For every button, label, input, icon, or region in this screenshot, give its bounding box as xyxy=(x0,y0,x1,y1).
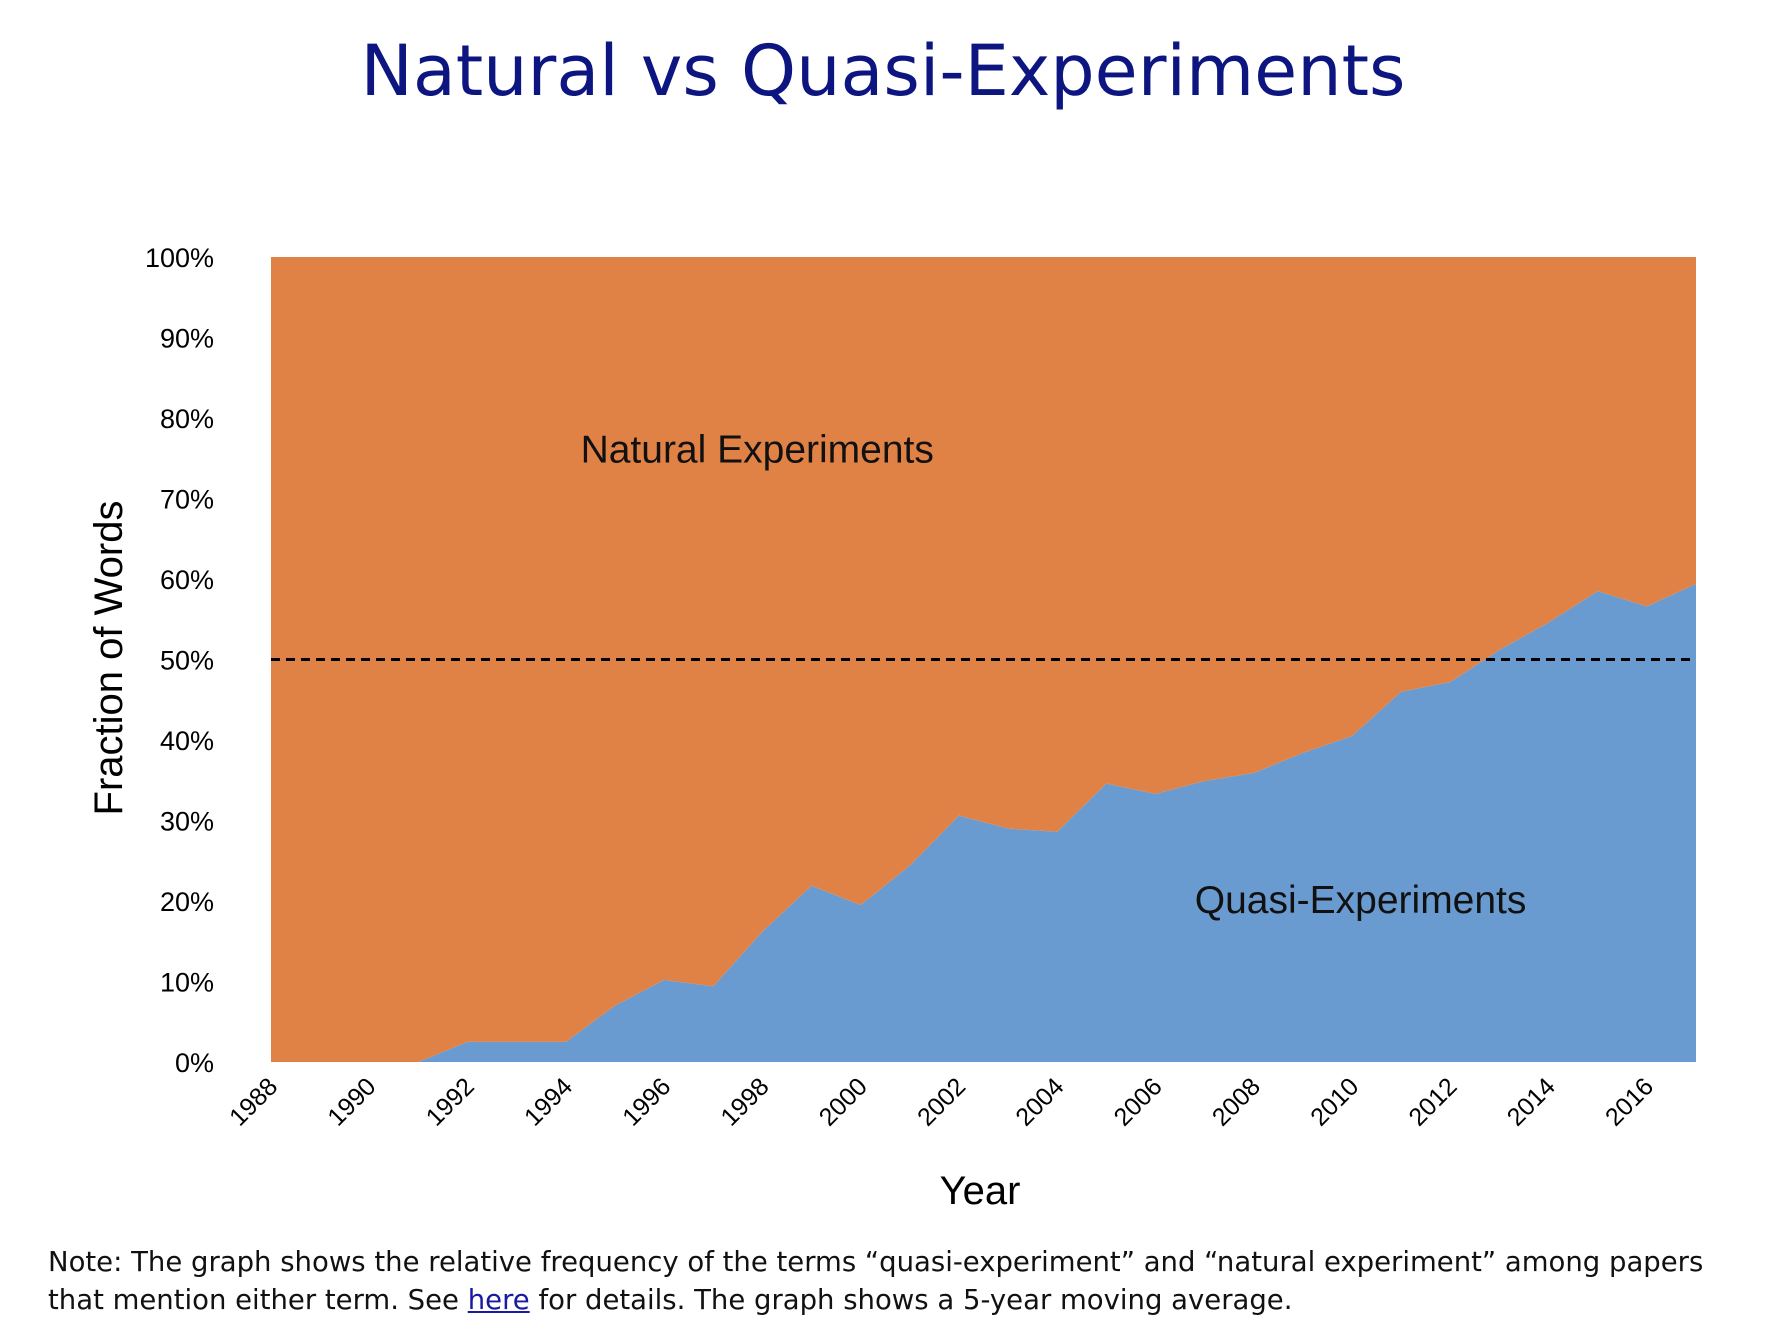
y-tick-label: 30% xyxy=(160,807,214,837)
x-tick-label: 1994 xyxy=(519,1072,578,1131)
y-tick-label: 90% xyxy=(160,324,214,354)
x-tick-label: 1992 xyxy=(421,1072,480,1131)
details-link[interactable]: here xyxy=(467,1284,530,1316)
y-tick-label: 70% xyxy=(160,485,214,515)
x-tick-label: 1990 xyxy=(322,1072,381,1131)
x-tick-label: 1998 xyxy=(715,1072,774,1131)
x-tick-label: 2006 xyxy=(1109,1072,1168,1131)
x-tick-label: 1996 xyxy=(617,1072,676,1131)
y-tick-label: 10% xyxy=(160,968,214,998)
area-annotations: Natural Experiments Quasi-Experiments xyxy=(581,428,1527,922)
slide-title: Natural vs Quasi-Experiments xyxy=(360,30,1406,112)
area-label-0: Natural Experiments xyxy=(581,428,934,471)
x-tick-label: 2008 xyxy=(1207,1072,1266,1131)
x-axis-title: Year xyxy=(940,1169,1021,1213)
y-tick-label: 60% xyxy=(160,565,214,595)
y-tick-label: 20% xyxy=(160,887,214,917)
x-axis-ticks: 1988 1990 1992 1994 1996 1998 2000 2002 2004 2006… xyxy=(224,1072,1659,1131)
y-axis-ticks: 0% 10% 20% 30% 40% 50% 60% 70% 80% 90% 100% xyxy=(145,243,214,1078)
y-tick-label: 80% xyxy=(160,404,214,434)
x-tick-label: 2004 xyxy=(1010,1072,1069,1131)
y-tick-label: 50% xyxy=(160,646,214,676)
stacked-area-chart: 0%10%20%30%40%50%60%70%80%90%100% 1988 19… xyxy=(87,243,1696,1213)
y-tick-label: 100% xyxy=(145,243,214,273)
x-tick-label: 2002 xyxy=(912,1072,971,1131)
footnote: Note: The graph shows the relative frequ… xyxy=(48,1243,1748,1319)
x-tick-label: 1988 xyxy=(224,1072,283,1131)
note-text-before: Note: The graph shows the relative frequ… xyxy=(48,1246,1704,1316)
x-tick-label: 2016 xyxy=(1600,1072,1659,1131)
y-axis-title: Fraction of Words xyxy=(87,501,131,816)
x-tick-label: 2012 xyxy=(1403,1072,1462,1131)
area-label-1: Quasi-Experiments xyxy=(1195,879,1527,922)
note-text-after: for details. The graph shows a 5-year mo… xyxy=(529,1284,1293,1316)
x-tick-label: 2014 xyxy=(1502,1072,1561,1131)
x-tick-label: 2010 xyxy=(1305,1072,1364,1131)
y-tick-label: 40% xyxy=(160,726,214,756)
x-tick-label: 2000 xyxy=(814,1072,873,1131)
area-series-0 xyxy=(271,583,1696,1062)
y-tick-label: 0% xyxy=(175,1048,214,1078)
